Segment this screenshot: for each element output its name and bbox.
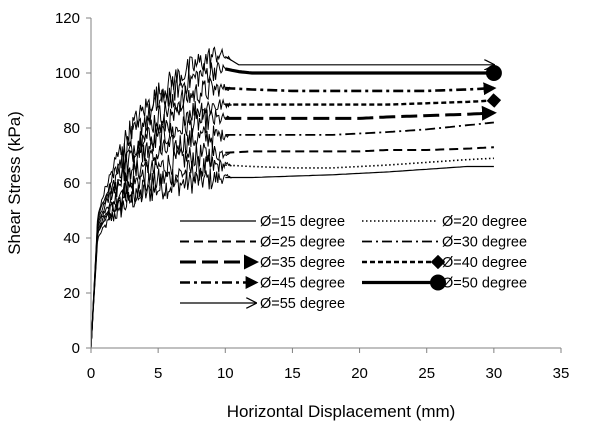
y-tick-label: 100 <box>55 65 80 82</box>
legend-item: Ø=55 degree <box>180 296 345 312</box>
legend-label: Ø=20 degree <box>442 214 527 230</box>
legend-label: Ø=25 degree <box>260 235 345 251</box>
series-7 <box>90 76 497 349</box>
legend-item: Ø=40 degree <box>362 254 527 271</box>
series-trace <box>90 142 232 349</box>
legend-item: Ø=25 degree <box>180 235 345 251</box>
x-axis-ticks: 0 5 10 15 20 25 30 35 <box>87 348 570 382</box>
y-tick-label: 120 <box>55 10 80 27</box>
x-tick-label: 15 <box>284 365 301 382</box>
y-axis-title: Shear Stress (kPa) <box>5 111 24 255</box>
series-3 <box>90 142 494 349</box>
series-line <box>224 65 502 81</box>
legend-item: Ø=30 degree <box>362 235 527 251</box>
y-axis-ticks: 0 20 40 60 80 100 120 <box>55 10 91 357</box>
x-tick-label: 35 <box>553 365 570 382</box>
series-line <box>225 105 497 121</box>
x-tick-label: 20 <box>351 365 368 382</box>
x-tick-label: 10 <box>217 365 234 382</box>
series-2 <box>90 154 494 349</box>
series-line <box>225 157 494 169</box>
y-tick-label: 40 <box>63 230 80 247</box>
series-9 <box>90 46 494 349</box>
y-tick-label: 80 <box>63 120 80 137</box>
legend-label: Ø=55 degree <box>260 296 345 312</box>
series-5 <box>90 105 497 349</box>
series-line <box>224 55 494 65</box>
legend-label: Ø=45 degree <box>260 276 345 292</box>
legend-label: Ø=15 degree <box>260 214 345 230</box>
legend-label: Ø=50 degree <box>442 276 527 292</box>
y-tick-label: 20 <box>63 285 80 302</box>
plot-area: 0 5 10 15 20 25 30 35 0 20 40 60 80 100 120 <box>55 10 569 382</box>
legend: Ø=15 degree Ø=20 degree Ø=25 degree Ø=30 de… <box>180 214 527 312</box>
x-tick-label: 25 <box>418 365 435 382</box>
x-tick-label: 0 <box>87 365 95 382</box>
x-tick-label: 30 <box>486 365 503 382</box>
y-tick-label: 0 <box>72 340 80 357</box>
series-4 <box>90 121 494 349</box>
y-tick-label: 60 <box>63 175 80 192</box>
series-line <box>225 93 502 108</box>
x-axis-title: Horizontal Displacement (mm) <box>227 402 456 421</box>
series-trace <box>90 46 232 349</box>
series-line <box>225 121 494 136</box>
series-trace <box>90 108 232 349</box>
x-tick-label: 5 <box>154 365 162 382</box>
series-trace <box>90 125 232 349</box>
legend-item: Ø=50 degree <box>362 274 527 292</box>
series-line <box>225 82 497 96</box>
series-trace <box>90 76 232 349</box>
series-layer <box>90 46 502 349</box>
series-line <box>225 165 494 179</box>
series-line <box>225 146 494 154</box>
legend-label: Ø=35 degree <box>260 255 345 271</box>
legend-label: Ø=30 degree <box>442 235 527 251</box>
legend-label: Ø=40 degree <box>442 255 527 271</box>
legend-item: Ø=15 degree <box>180 214 345 230</box>
legend-item: Ø=45 degree <box>180 276 345 292</box>
legend-item: Ø=20 degree <box>362 214 527 230</box>
legend-item: Ø=35 degree <box>180 254 345 271</box>
